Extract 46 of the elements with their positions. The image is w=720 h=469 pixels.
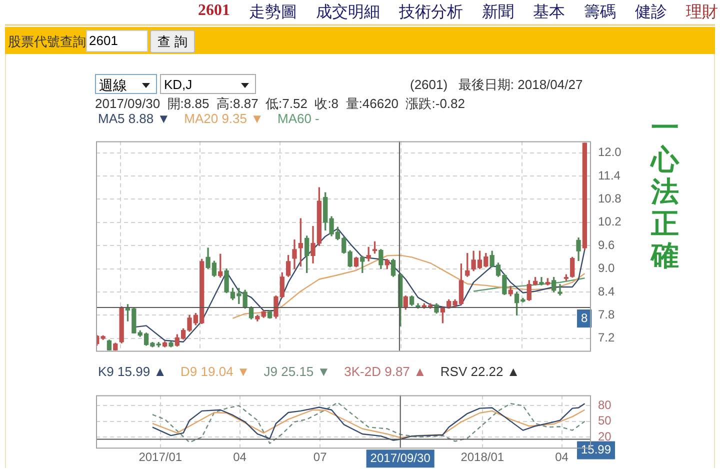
ref-line-label: 8: [581, 310, 588, 325]
y-tick-label: 12.0: [598, 145, 622, 160]
x-tick-label: 04: [233, 450, 247, 464]
text: 理財: [686, 3, 718, 23]
candlestick: [558, 284, 562, 296]
x-tick-label: 2018/01: [460, 450, 504, 464]
text: D9 19.04 ▼: [180, 364, 250, 379]
text: 技術分析: [399, 2, 463, 23]
text: 2601: [198, 2, 230, 21]
text: 股票代號查詢: [8, 33, 86, 51]
text: K9 15.99 ▲: [98, 364, 167, 379]
y-tick-label: 20: [598, 429, 612, 444]
y-tick-label: 80: [598, 398, 612, 412]
text: 成交明細: [316, 2, 380, 23]
search-button: 查 詢: [150, 30, 195, 53]
y-tick-label: 7.2: [598, 330, 616, 345]
text: RSV 22.22 ▲: [440, 364, 520, 379]
indicator-select: KD,J: [160, 74, 256, 94]
x-tick-label: 2017/01: [138, 450, 182, 464]
text: 一心法正確: [650, 111, 680, 272]
text: (2601) 最後日期: 2018/04/27: [410, 76, 583, 94]
text: 走勢圖: [249, 2, 297, 23]
text: 籌碼: [584, 3, 616, 23]
text: MA20 9.35 ▼: [184, 111, 264, 126]
text: 2017/09/30 開:8.85 高:8.87 低:7.52 收:8 量:46620 漲跌:-0.82: [95, 95, 465, 113]
series-label: J9 25.15 ▼: [264, 364, 330, 379]
ref-line-label: 15.99: [581, 442, 612, 457]
text: MA5 8.88 ▼: [98, 111, 170, 126]
y-tick-label: 9.6: [598, 238, 616, 252]
stock-code-field: 2601: [86, 30, 148, 52]
text: MA60 -: [277, 111, 320, 126]
text: 3K-2D 9.87 ▲: [344, 364, 426, 379]
y-tick-label: 8.4: [598, 284, 616, 298]
x-tick-label: 04: [555, 450, 569, 464]
y-tick-label: 9.0: [598, 261, 616, 276]
y-tick-label: 10.2: [598, 214, 622, 229]
x-tick-label: 07: [313, 450, 328, 464]
y-tick-label: 7.8: [598, 308, 616, 322]
text: 新聞: [482, 2, 514, 23]
y-tick-label: 50: [598, 414, 612, 428]
y-tick-label: 11.4: [598, 168, 621, 182]
text: 基本: [533, 2, 565, 23]
ref-line-label: 2017/09/30: [370, 450, 431, 465]
text: 健診: [635, 2, 667, 23]
period-select: 週線: [95, 74, 157, 94]
y-tick-label: 10.8: [598, 192, 622, 206]
